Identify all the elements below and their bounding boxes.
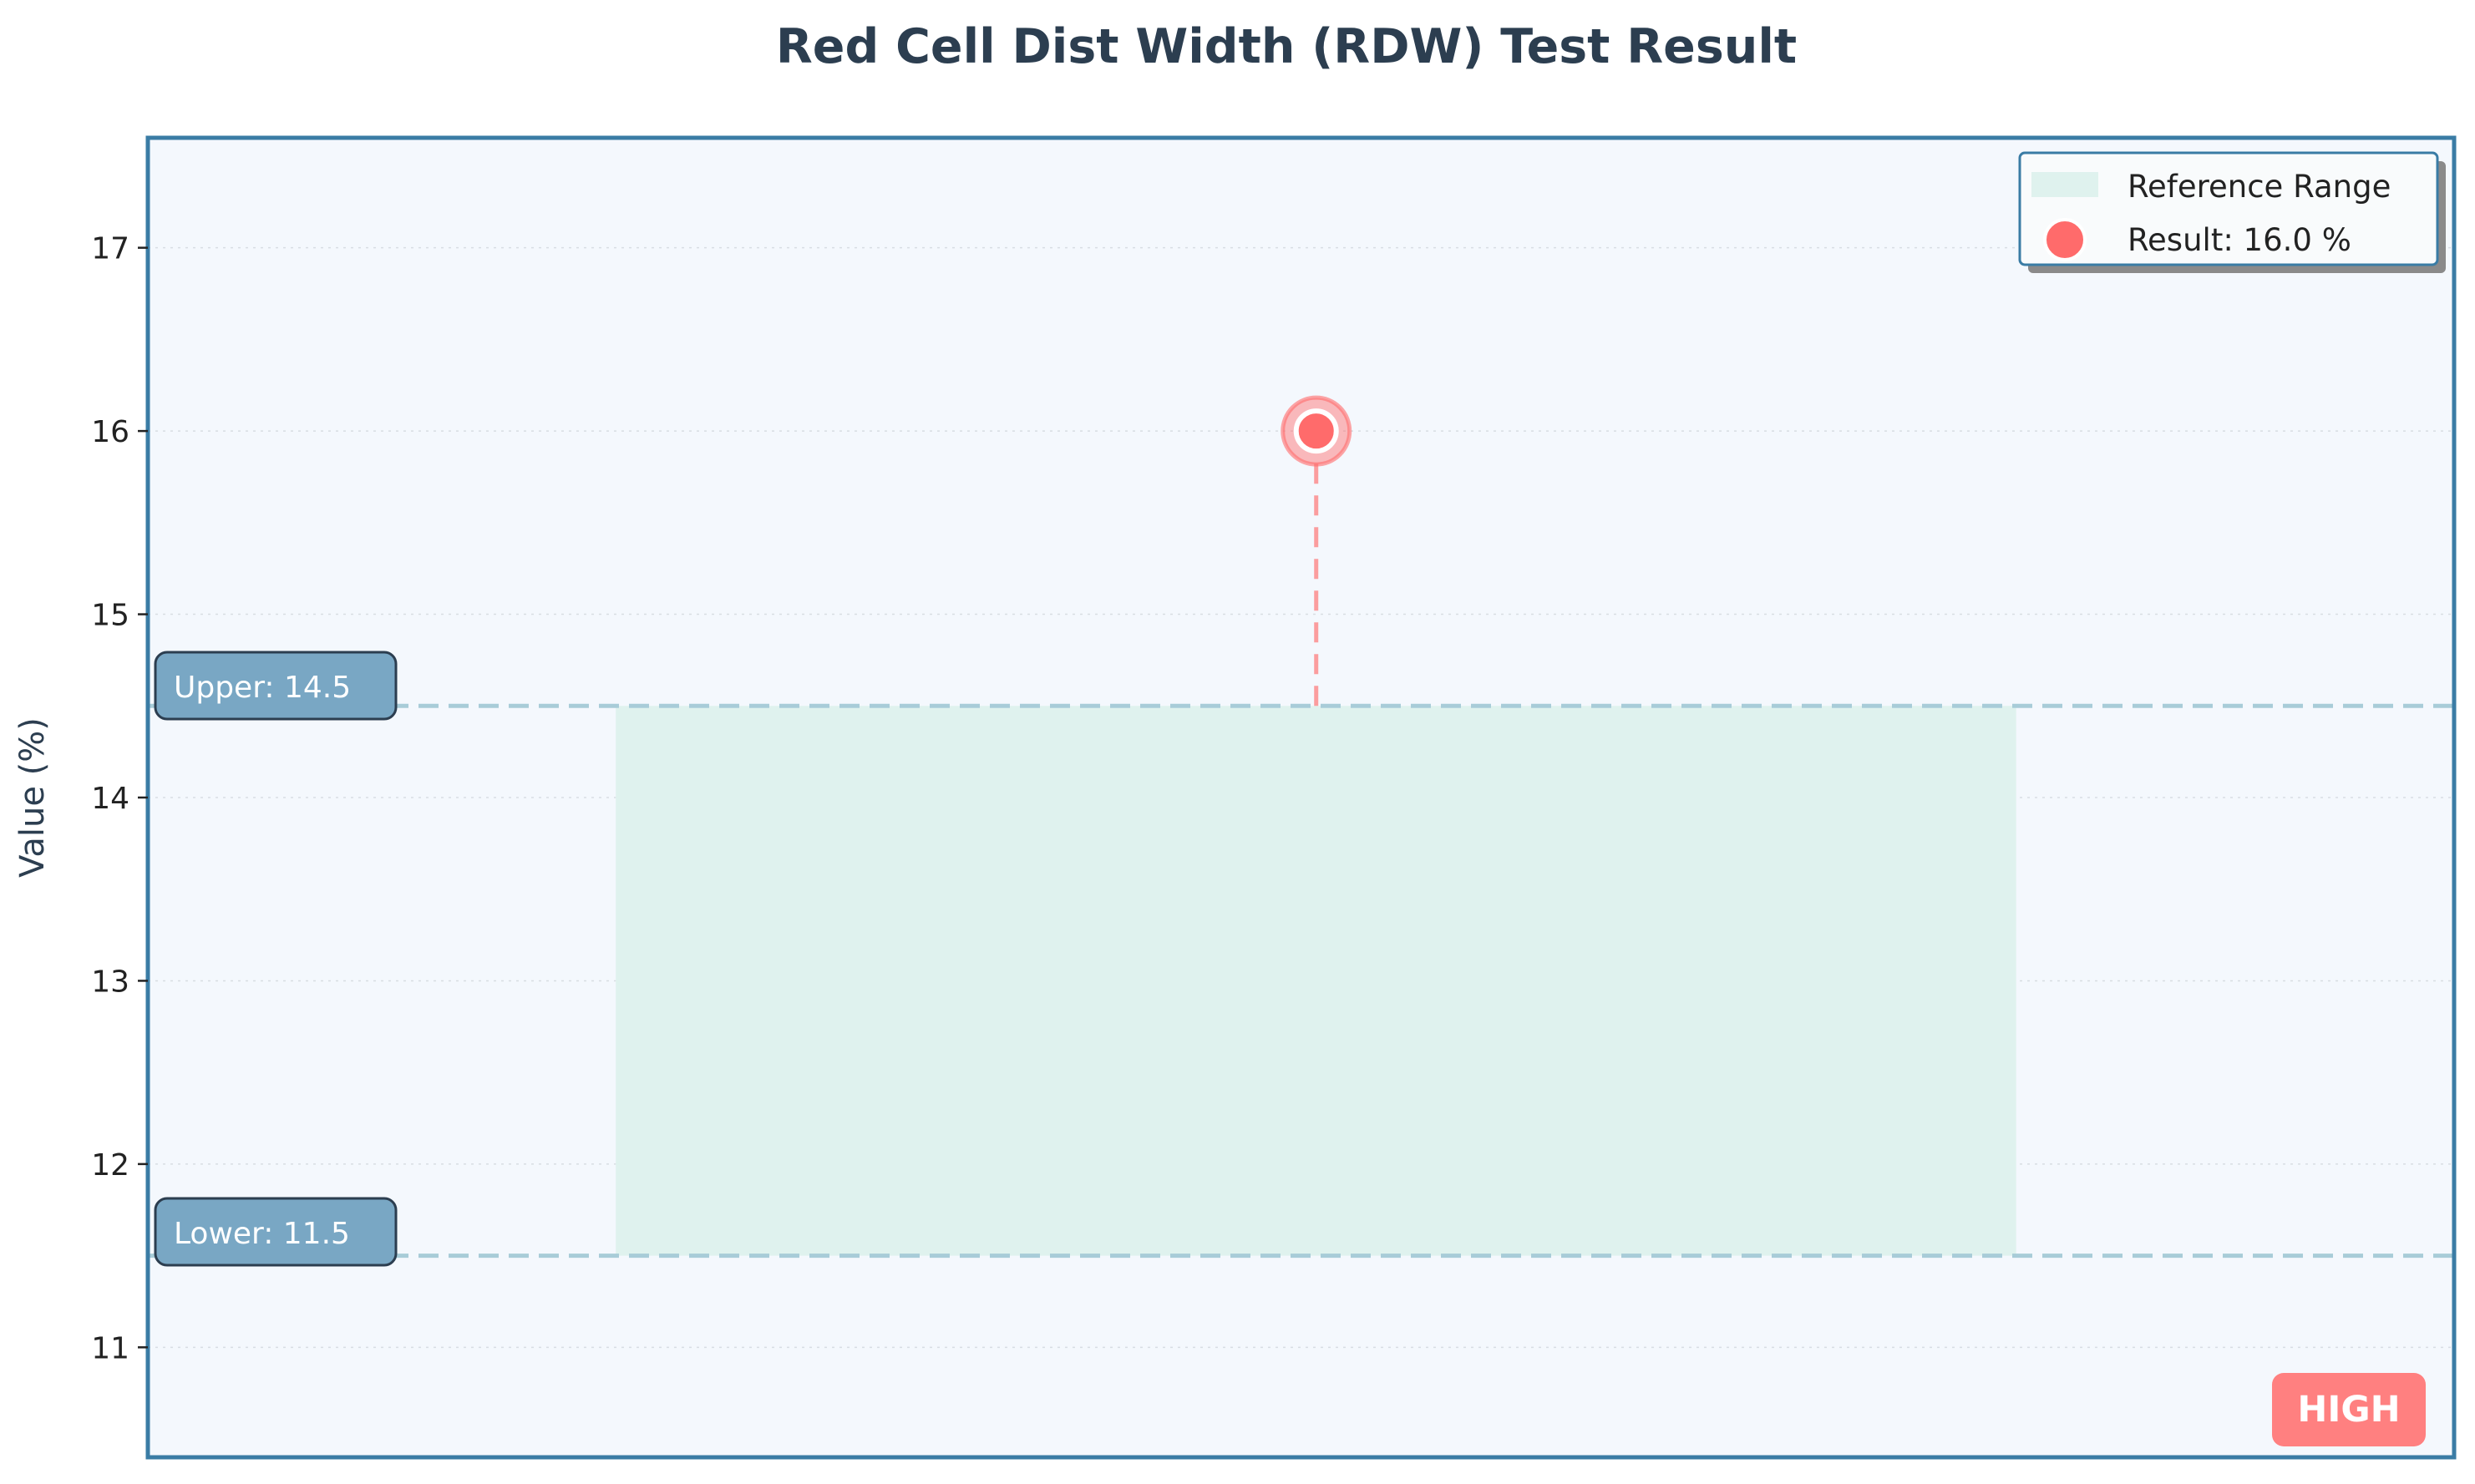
chart-title: Red Cell Dist Width (RDW) Test Result <box>776 19 1797 74</box>
upper-limit-text: Upper: 14.5 <box>174 671 351 705</box>
result-layer <box>1281 395 1352 707</box>
status-badge: HIGH <box>2272 1373 2426 1446</box>
reference-range-layer <box>148 703 2454 1259</box>
y-axis: 11 12 13 14 15 16 17 <box>91 232 148 1365</box>
lower-limit-text: Lower: 11.5 <box>174 1217 350 1251</box>
y-tick-label: 16 <box>91 415 129 449</box>
legend-range-label: Reference Range <box>2128 169 2391 205</box>
y-tick-label: 17 <box>91 232 129 266</box>
grid-layer <box>148 246 2454 1349</box>
reference-range-band <box>616 706 2016 1256</box>
result-point <box>1293 408 1339 454</box>
legend-range-swatch <box>2031 172 2098 197</box>
y-tick-label: 11 <box>91 1331 129 1365</box>
lower-limit-label: Lower: 11.5 <box>154 1197 398 1267</box>
y-tick-label: 12 <box>91 1148 129 1183</box>
status-badge-text: HIGH <box>2297 1389 2400 1431</box>
legend-result-marker <box>2043 218 2087 261</box>
limit-labels: Upper: 14.5 Lower: 11.5 <box>154 651 398 1267</box>
y-tick-label: 14 <box>91 782 129 816</box>
upper-limit-label: Upper: 14.5 <box>154 651 398 721</box>
legend-result-label: Result: 16.0 % <box>2128 222 2351 258</box>
y-tick-label: 13 <box>91 965 129 999</box>
legend: Reference Range Result: 16.0 % <box>2018 151 2446 273</box>
y-axis-label: Value (%) <box>13 717 52 878</box>
y-tick-label: 15 <box>91 599 129 633</box>
